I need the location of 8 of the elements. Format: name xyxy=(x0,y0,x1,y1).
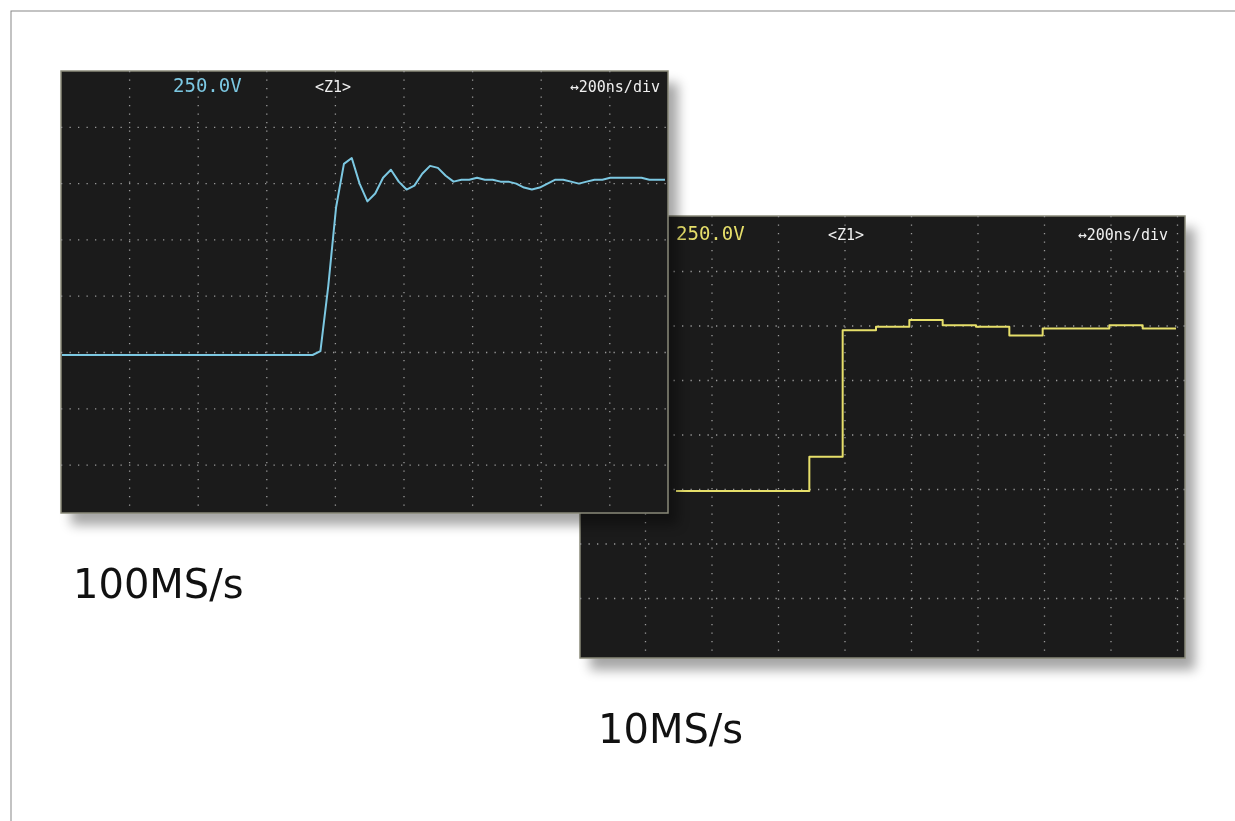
text: 250.0V xyxy=(676,222,745,244)
text: 100MS/s xyxy=(73,561,244,607)
text: ↔200ns/div xyxy=(1077,226,1168,244)
text: <Z1> xyxy=(827,226,865,244)
text: 250.0V xyxy=(173,74,242,96)
text: <Z1> xyxy=(314,78,352,96)
text: ↔200ns/div xyxy=(569,78,660,96)
text: 10MS/s xyxy=(598,706,744,752)
